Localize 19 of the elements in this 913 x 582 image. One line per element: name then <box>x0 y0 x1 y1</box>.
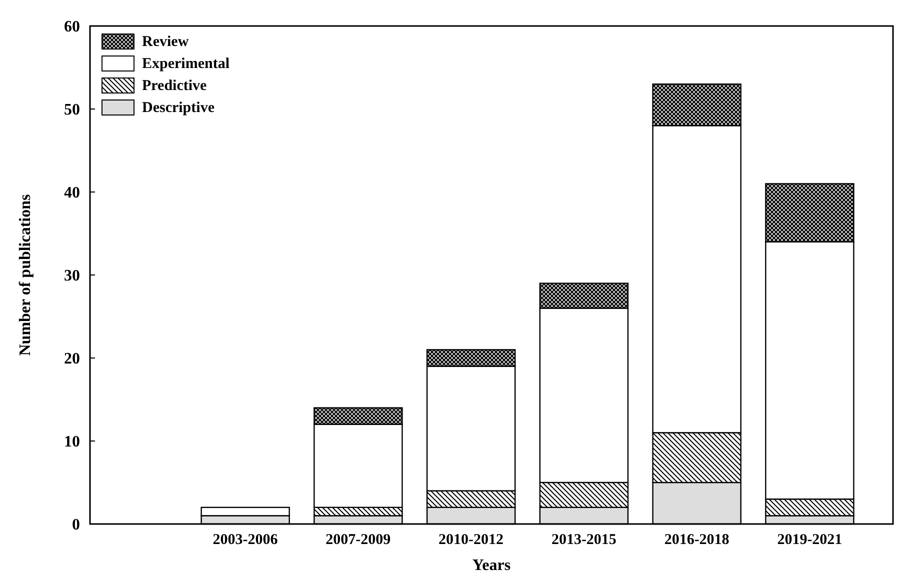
legend-label: Predictive <box>142 78 208 94</box>
x-tick-label: 2013-2015 <box>551 532 616 548</box>
y-tick-label: 30 <box>64 268 80 285</box>
y-tick-label: 10 <box>64 434 80 451</box>
x-tick-label: 2010-2012 <box>438 532 504 548</box>
x-tick-label: 2016-2018 <box>664 532 730 548</box>
legend-label: Descriptive <box>142 100 215 116</box>
y-tick-label: 60 <box>64 18 80 36</box>
y-tick-label: 0 <box>72 516 80 534</box>
x-tick-label: 2003-2006 <box>212 532 278 548</box>
y-tick-label: 40 <box>64 184 80 202</box>
legend-label: Review <box>142 34 189 50</box>
y-tick-label: 20 <box>64 350 80 368</box>
y-axis-title: Number of publications <box>17 194 34 356</box>
x-tick-label: 2019-2021 <box>777 532 842 548</box>
x-axis-title: Years <box>472 557 511 574</box>
legend-label: Experimental <box>142 56 230 72</box>
x-tick-label: 2007-2009 <box>326 532 391 548</box>
y-tick-label: 50 <box>64 102 80 119</box>
